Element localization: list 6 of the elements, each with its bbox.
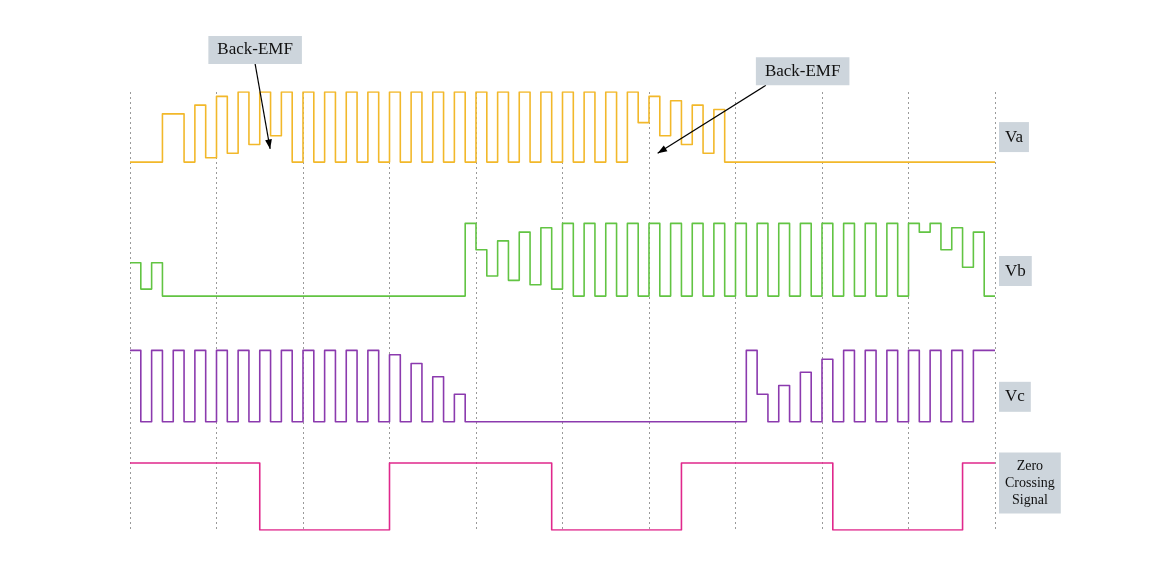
series-label: Vb: [1005, 260, 1026, 280]
text: Back-EMF: [764, 60, 841, 80]
text: Back-EMF: [217, 39, 293, 59]
series-label: Zero Crossing Signal: [1004, 457, 1055, 507]
series-label: Vc: [1005, 386, 1026, 406]
series-label: Va: [1004, 126, 1024, 146]
